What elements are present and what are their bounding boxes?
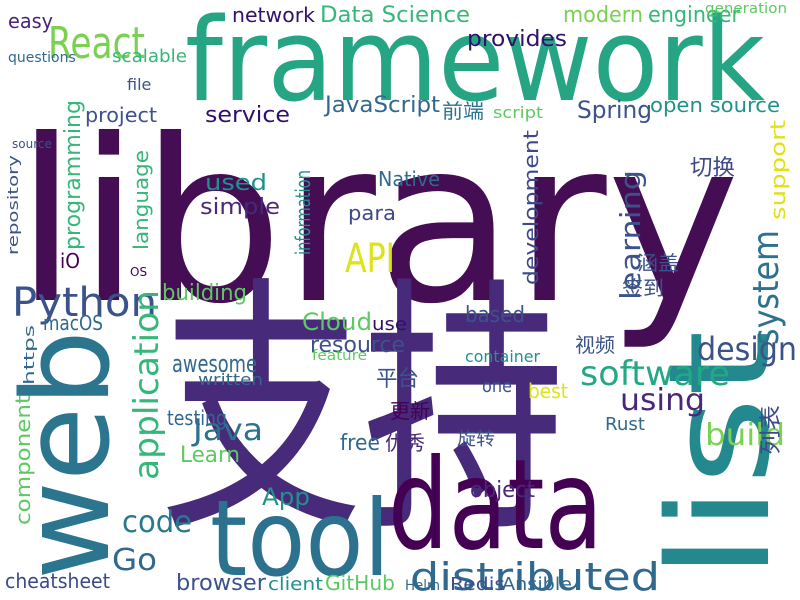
word: used [205,171,267,196]
word: library [15,92,740,354]
word: build [705,418,785,453]
word: using [620,383,705,418]
word: 切换 [690,156,735,181]
word: one [482,376,512,397]
word: object [470,478,535,503]
word: feature [312,348,367,364]
word: iO [60,249,80,273]
word: web [0,330,137,580]
word: 支持 [160,254,565,569]
word: 优秀 [385,431,425,455]
word: client [268,574,323,595]
word: generation [705,1,787,17]
word: Native [378,167,440,191]
word: container [465,347,540,366]
word: language [129,150,153,250]
word: cheatsheet [5,569,110,593]
word: code [122,505,192,540]
word: Rust [605,414,645,435]
word: questions [8,50,76,66]
word: modern [563,3,643,28]
word: building [162,281,247,306]
word: Ansible [502,574,572,595]
word: Data Science [320,3,470,28]
word: script [493,103,543,122]
word: system [746,230,787,345]
word: OS [130,265,147,279]
word: Spring [577,96,652,124]
word: para [348,201,396,225]
word: Java [191,413,263,448]
word: Python [12,280,157,326]
word: 更新 [390,399,430,423]
word: service [205,103,290,128]
word: 平台 [376,367,419,392]
word: API [345,236,395,282]
word: Go [112,543,157,578]
word: 视频 [575,333,615,357]
word: repository [6,155,22,255]
word: network [232,3,315,27]
word: learning [614,170,647,300]
word: framework [185,0,765,128]
word: distributed [410,555,660,599]
word: software [580,354,730,394]
word: Cloud [302,308,372,336]
word: list [639,330,800,580]
word: project [85,103,157,127]
word: simple [200,195,280,220]
word: component [11,395,35,525]
word: engineer [648,3,741,28]
word: 旋转 [457,429,495,450]
word: easy [8,9,53,33]
word: development [519,130,543,285]
word: based [465,303,525,328]
word: GitHub [325,571,395,595]
word: scalable [112,46,187,67]
word: awesome [172,350,257,378]
word: open source [650,93,780,117]
word: file [127,75,151,94]
word: design [697,330,797,368]
word: support [766,120,790,220]
word: application [127,290,167,480]
word: React [48,18,145,69]
word: 涵盖 [637,251,679,275]
word: 前端 [442,99,484,123]
word: data [388,433,603,578]
word: https [22,325,38,385]
word: Helm [405,578,440,594]
word: resource [310,333,405,358]
word: tool [210,478,390,600]
word: best [528,379,568,403]
word: 签到 [622,276,664,300]
word: source [12,137,52,151]
word: provides [467,27,567,52]
word: free [340,431,380,456]
word: written [198,370,263,389]
word: information [291,170,315,255]
word: browser [176,571,267,596]
word: Learn [180,443,240,468]
word: App [262,483,310,511]
word: use [372,314,407,335]
word: Redis [450,574,505,595]
word: JavaScript [323,93,440,118]
word: 列表 [759,405,784,455]
word: testing [167,406,227,430]
word: macOS [43,311,103,335]
word: programming [61,100,86,250]
